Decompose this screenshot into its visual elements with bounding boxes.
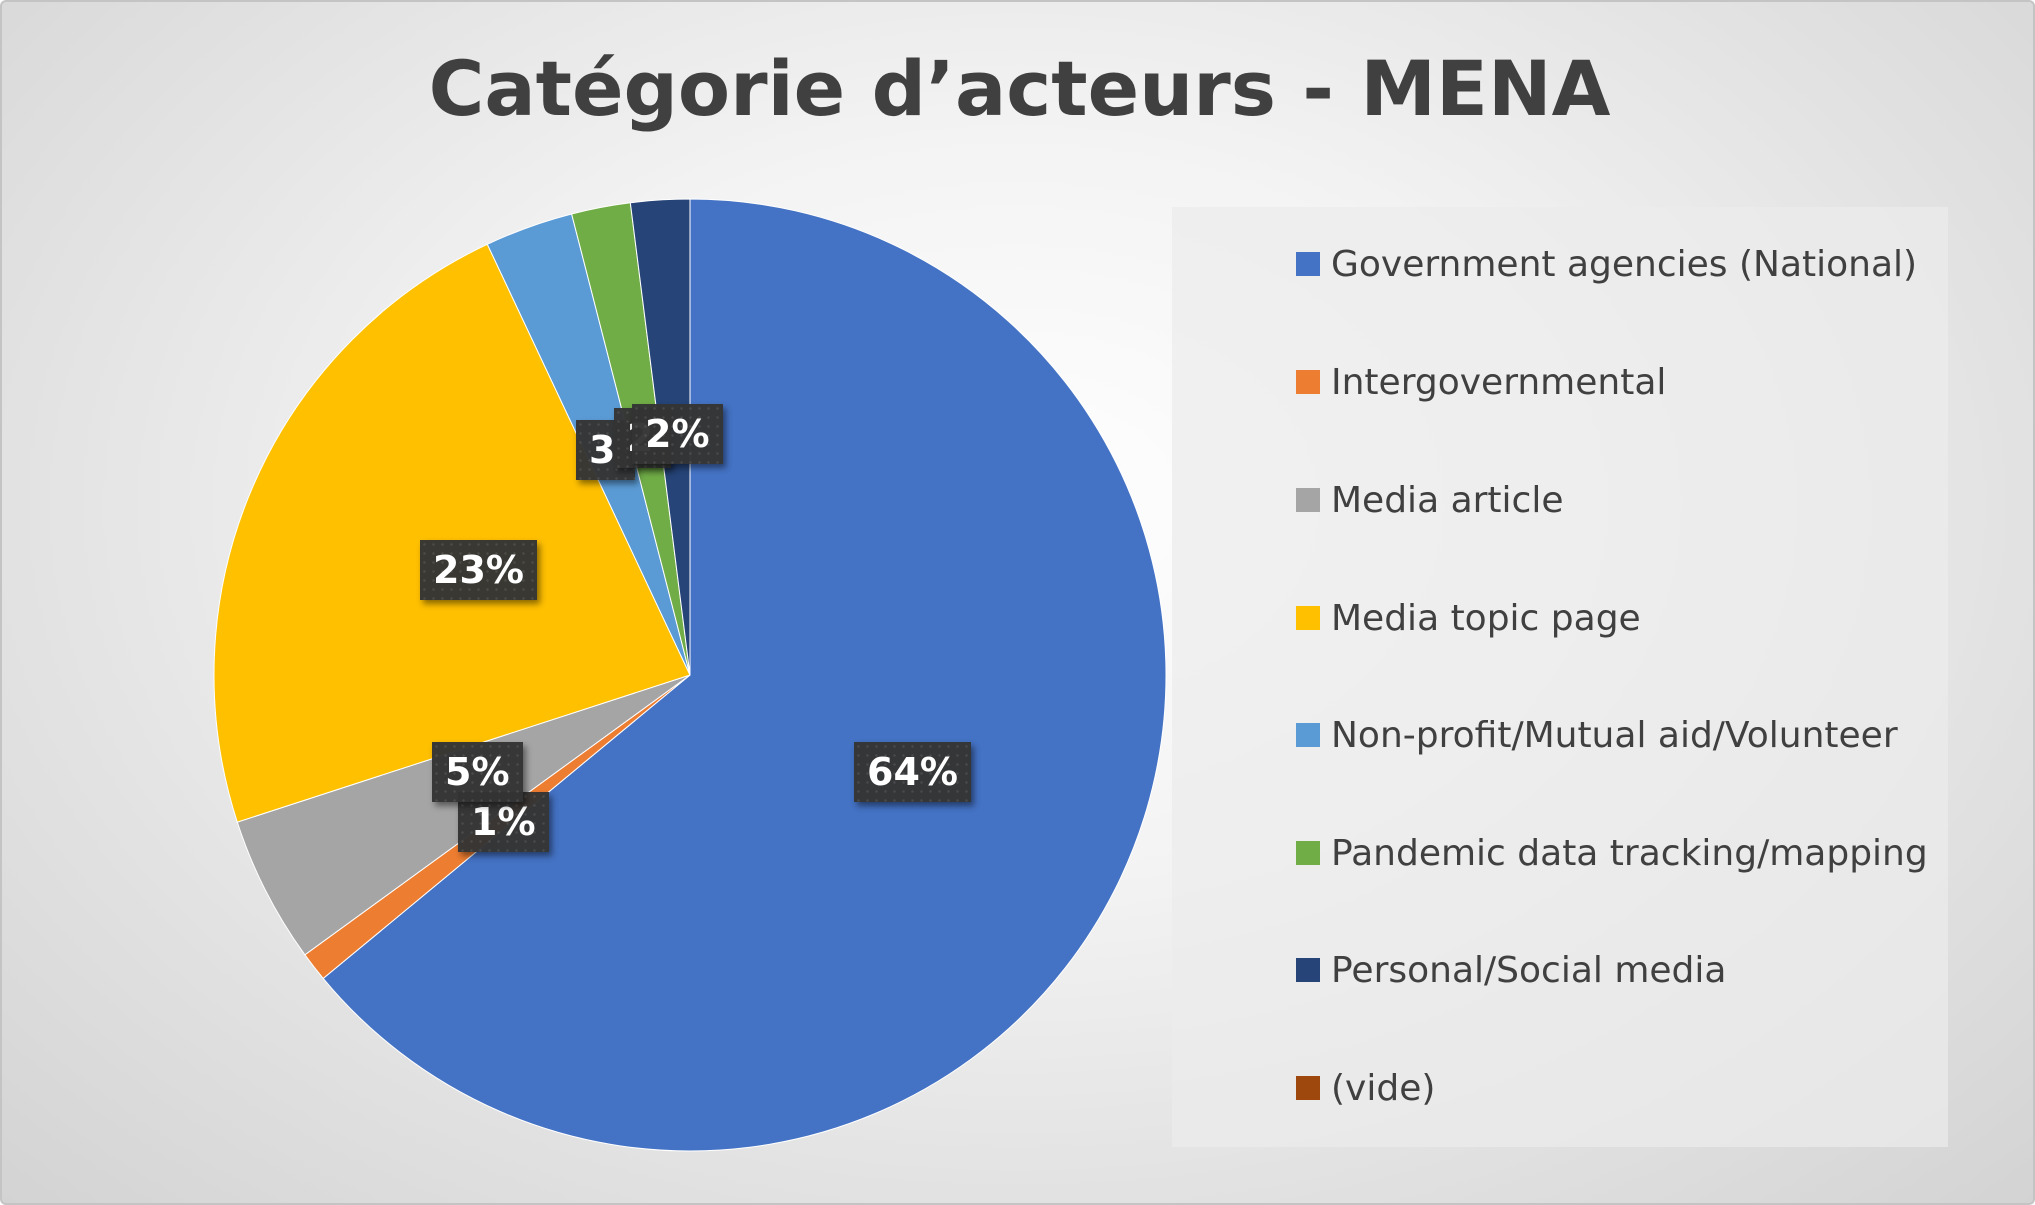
legend-item-media-article: Media article [1296,475,1564,525]
legend-item-intergovernmental: Intergovernmental [1296,357,1666,407]
legend-item-vide: (vide) [1296,1063,1435,1113]
legend-swatch [1296,488,1320,512]
legend-swatch [1296,841,1320,865]
legend-label: Non-profit/Mutual aid/Volunteer [1331,714,1898,756]
legend-label: Pandemic data tracking/mapping [1331,832,1928,874]
data-label-intergovernmental: 1% [458,792,549,852]
legend-label: Personal/Social media [1331,949,1727,991]
legend-item-government-agencies: Government agencies (National) [1296,239,1917,289]
legend-item-pandemic-data: Pandemic data tracking/mapping [1296,828,1928,878]
pie-slice-government-agencies [322,198,1167,1152]
legend-swatch [1296,723,1320,747]
legend-item-non-profit: Non-profit/Mutual aid/Volunteer [1296,710,1898,760]
data-label-media-topic-page: 23% [420,540,537,600]
legend-label: (vide) [1331,1067,1436,1109]
legend-label: Government agencies (National) [1331,243,1918,285]
legend-swatch [1296,958,1320,982]
data-label-government-agencies: 64% [854,742,971,802]
legend-swatch [1296,1076,1320,1100]
pie-slice-media-topic-page [213,243,691,823]
legend-item-media-topic-page: Media topic page [1296,593,1641,643]
legend-item-personal-social-media: Personal/Social media [1296,945,1726,995]
legend-label: Intergovernmental [1331,361,1667,403]
data-label-personal-social-media: 2% [632,404,723,464]
legend-label: Media article [1331,479,1564,521]
data-label-media-article: 5% [432,742,523,802]
chart-title: Catégorie d’acteurs - MENA [428,44,1611,133]
legend-label: Media topic page [1331,597,1641,639]
legend-swatch [1296,606,1320,630]
legend: Government agencies (National) Intergove… [1172,207,1948,1147]
legend-swatch [1296,252,1320,276]
legend-swatch [1296,370,1320,394]
